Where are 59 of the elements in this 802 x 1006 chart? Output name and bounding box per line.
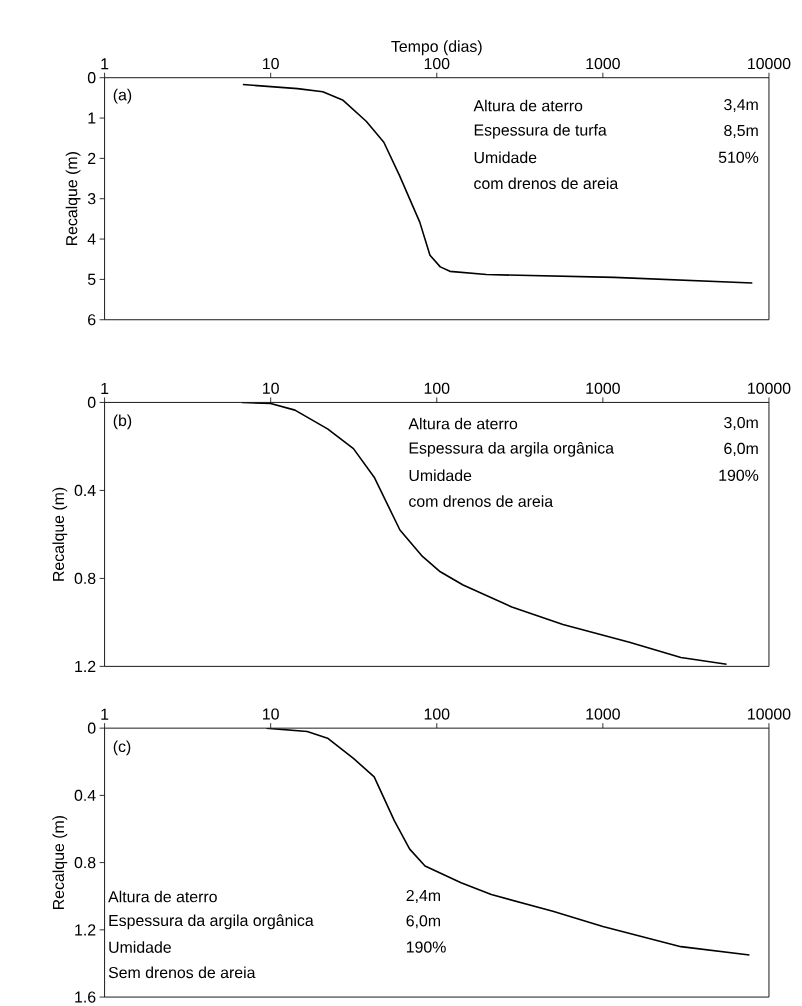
- y-tick-label: 1.2: [75, 660, 96, 672]
- y-tick-label: 1.2: [75, 924, 96, 936]
- annotation: (c): [113, 740, 131, 756]
- annotation: Altura de aterro: [408, 417, 518, 430]
- x-tick-label: 10: [263, 708, 279, 720]
- annotation: 3,0m: [724, 416, 758, 431]
- y-tick-label: 0: [87, 72, 96, 84]
- y-tick-label: 0: [87, 722, 96, 734]
- annotation: Umidade: [109, 941, 172, 953]
- y-tick-label: 3: [87, 193, 96, 205]
- y-tick-label: 0: [87, 396, 96, 409]
- x-tick-label: 100: [424, 382, 450, 394]
- x-axis-title: Tempo (dias): [391, 40, 482, 56]
- y-axis-title: Recalque (m): [52, 487, 68, 581]
- x-tick-label: 10000: [748, 57, 791, 70]
- x-tick-label: 100: [424, 708, 450, 720]
- x-tick-label: 100: [424, 57, 450, 70]
- annotation: (a): [113, 88, 132, 104]
- annotation: Espessura de turfa: [474, 124, 607, 139]
- annotation: Espessura da argila orgânica: [409, 441, 615, 457]
- y-tick-label: 0.8: [74, 572, 96, 585]
- y-tick-label: 6: [88, 314, 96, 326]
- x-tick-label: 1: [101, 58, 109, 70]
- y-tick-label: 0.4: [74, 484, 96, 497]
- x-tick-label: 1000: [586, 382, 620, 394]
- annotation: 190%: [407, 941, 446, 953]
- x-tick-label: 1000: [586, 708, 620, 720]
- y-axis-title: Recalque (m): [65, 152, 81, 246]
- annotation: com drenos de areia: [409, 495, 554, 507]
- annotation: com drenos de areia: [474, 177, 619, 190]
- y-tick-label: 1.6: [75, 991, 96, 1003]
- x-tick-label: 1: [101, 383, 109, 394]
- annotation: 8,5m: [724, 124, 758, 138]
- annotation: Umidade: [409, 469, 472, 482]
- x-tick-label: 1000: [586, 57, 620, 70]
- x-tick-label: 10: [263, 57, 279, 70]
- x-tick-label: 10000: [748, 708, 791, 720]
- y-tick-label: 0.4: [74, 789, 96, 801]
- annotation: Sem drenos de areia: [108, 966, 256, 979]
- y-tick-label: 2: [88, 152, 96, 164]
- annotation: 510%: [718, 151, 759, 163]
- x-tick-label: 1: [101, 708, 109, 720]
- annotation: 6,0m: [724, 442, 758, 456]
- y-tick-label: 1: [88, 112, 96, 124]
- annotation: Altura de aterro: [473, 99, 583, 112]
- annotation: 3,4m: [724, 98, 758, 113]
- annotation: 190%: [719, 469, 759, 481]
- annotation: (b): [113, 414, 132, 430]
- y-tick-label: 4: [87, 233, 96, 245]
- annotation: Altura de aterro: [108, 890, 217, 903]
- x-tick-label: 10: [263, 382, 279, 394]
- y-tick-label: 5: [87, 273, 96, 285]
- y-axis-title: Recalque (m): [52, 815, 68, 909]
- annotation: Espessura da argila orgânica: [109, 914, 314, 930]
- annotation: Umidade: [474, 151, 537, 164]
- x-tick-label: 10000: [748, 382, 791, 394]
- annotation: 6,0m: [406, 915, 441, 929]
- annotation: 2,4m: [406, 889, 441, 904]
- y-tick-label: 0.8: [74, 856, 96, 869]
